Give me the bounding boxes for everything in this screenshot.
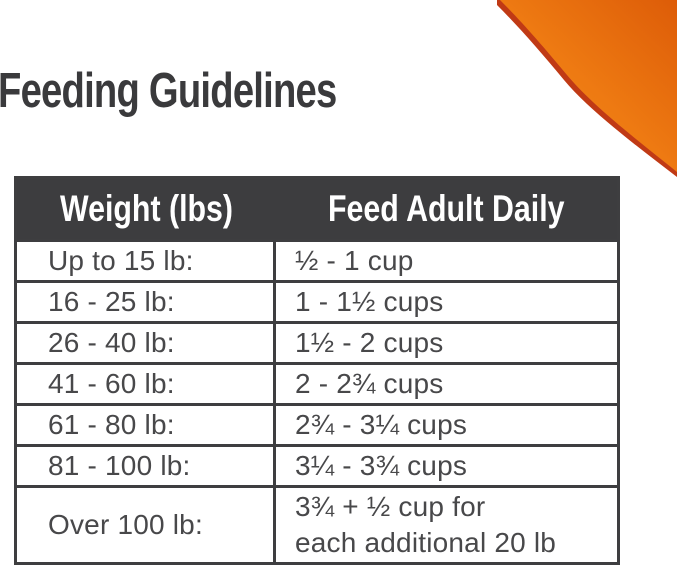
table-header-feed-label: Feed Adult Daily: [328, 188, 565, 229]
table-row: Over 100 lb: 3¾ + ½ cup for each addition…: [17, 485, 617, 562]
weight-cell: 41 - 60 lb:: [17, 365, 276, 403]
table-row: 81 - 100 lb: 3¼ - 3¾ cups: [17, 444, 617, 485]
weight-cell: 16 - 25 lb:: [17, 283, 276, 321]
table-header-weight: Weight (lbs): [17, 179, 276, 239]
feed-line: 3¾ + ½ cup for: [295, 491, 486, 522]
weight-cell: 81 - 100 lb:: [17, 447, 276, 485]
table-header-feed: Feed Adult Daily: [276, 179, 617, 239]
feed-line: 2 - 2¾ cups: [295, 368, 444, 399]
table-header-row: Weight (lbs) Feed Adult Daily: [17, 179, 617, 239]
feed-cell: 3¼ - 3¾ cups: [276, 447, 617, 485]
feed-cell: 3¾ + ½ cup for each additional 20 lb: [276, 488, 617, 562]
feed-cell: ½ - 1 cup: [276, 242, 617, 280]
table-row: 61 - 80 lb: 2¾ - 3¼ cups: [17, 403, 617, 444]
table-row: 41 - 60 lb: 2 - 2¾ cups: [17, 362, 617, 403]
feed-line: 1½ - 2 cups: [295, 327, 444, 358]
weight-cell: Over 100 lb:: [17, 488, 276, 562]
feed-cell: 2 - 2¾ cups: [276, 365, 617, 403]
weight-cell: Up to 15 lb:: [17, 242, 276, 280]
page-title: Feeding Guidelines: [0, 64, 337, 118]
orange-swoosh-decoration: [497, 0, 677, 177]
table-body: Up to 15 lb: ½ - 1 cup 16 - 25 lb: 1 - 1…: [17, 239, 617, 562]
table-row: 26 - 40 lb: 1½ - 2 cups: [17, 321, 617, 362]
table-row: 16 - 25 lb: 1 - 1½ cups: [17, 280, 617, 321]
weight-cell: 61 - 80 lb:: [17, 406, 276, 444]
feed-cell: 1 - 1½ cups: [276, 283, 617, 321]
feed-line: each additional 20 lb: [295, 527, 557, 558]
feed-line: 1 - 1½ cups: [295, 286, 444, 317]
table-header-weight-label: Weight (lbs): [59, 188, 234, 229]
weight-cell: 26 - 40 lb:: [17, 324, 276, 362]
feed-line: 2¾ - 3¼ cups: [295, 409, 468, 440]
swoosh-body: [500, 0, 677, 172]
table-row: Up to 15 lb: ½ - 1 cup: [17, 239, 617, 280]
feed-line: 3¼ - 3¾ cups: [295, 450, 468, 481]
feeding-guidelines-table: Weight (lbs) Feed Adult Daily Up to 15 l…: [14, 176, 620, 565]
feed-cell: 1½ - 2 cups: [276, 324, 617, 362]
feed-line: ½ - 1 cup: [295, 245, 414, 276]
feed-cell: 2¾ - 3¼ cups: [276, 406, 617, 444]
